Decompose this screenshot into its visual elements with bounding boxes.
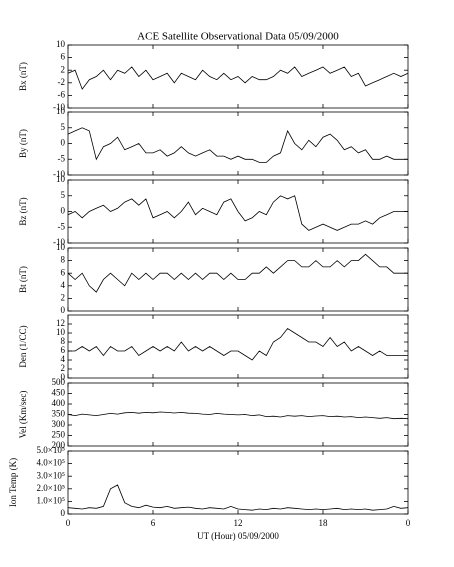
data-line bbox=[67, 66, 409, 90]
y-tick-label: 5 bbox=[61, 122, 66, 132]
y-tick-label: -6 bbox=[58, 89, 66, 99]
y-tick-label: 2 bbox=[61, 292, 66, 302]
y-tick-label: 1.0×10⁵ bbox=[37, 495, 65, 505]
y-tick-label: 250 bbox=[52, 430, 66, 440]
x-tick-label: 0 bbox=[66, 518, 71, 528]
data-line bbox=[67, 253, 408, 293]
y-tick-label: -10 bbox=[53, 237, 65, 247]
y-tick-label: 500 bbox=[52, 377, 66, 387]
data-line bbox=[67, 127, 408, 163]
data-line bbox=[67, 195, 408, 231]
y-tick-label: 8 bbox=[61, 255, 66, 265]
y-axis-label: Den (1/CC) bbox=[18, 325, 28, 367]
y-tick-label: 4.0×10⁵ bbox=[37, 458, 65, 468]
y-axis-label: Vel (Km/sec) bbox=[18, 391, 28, 439]
panel-frame bbox=[67, 314, 409, 379]
y-tick-label: 2.0×10⁵ bbox=[37, 483, 65, 493]
y-axis-label: Bx (nT) bbox=[18, 62, 28, 91]
y-tick-label: 4 bbox=[61, 280, 66, 290]
data-line bbox=[68, 327, 408, 361]
y-tick-label: 0 bbox=[61, 138, 66, 148]
chart-title: ACE Satellite Observational Data 05/09/2… bbox=[137, 31, 339, 43]
y-tick-label: -2 bbox=[58, 77, 66, 87]
y-tick-label: 6 bbox=[61, 345, 66, 355]
y-tick-label: 200 bbox=[52, 440, 66, 450]
y-tick-label: 300 bbox=[52, 419, 66, 429]
y-tick-label: -5 bbox=[58, 153, 66, 163]
y-tick-label: 0 bbox=[61, 305, 66, 315]
y-axis-label: Bz (nT) bbox=[18, 197, 28, 225]
y-axis-label: By (nT) bbox=[18, 129, 28, 158]
x-tick-label: 18 bbox=[319, 518, 329, 528]
x-tick-label: 6 bbox=[151, 518, 156, 528]
y-tick-label: 10 bbox=[56, 39, 66, 49]
y-axis-label: Ion Temp (K) bbox=[8, 458, 18, 507]
y-tick-label: 3.0×10⁵ bbox=[37, 470, 65, 480]
y-tick-label: 350 bbox=[52, 409, 66, 419]
y-tick-label: 0 bbox=[61, 508, 66, 518]
y-tick-label: 10 bbox=[56, 106, 66, 116]
y-tick-label: 2 bbox=[61, 64, 66, 74]
data-line bbox=[67, 411, 409, 420]
y-tick-label: 0 bbox=[61, 372, 66, 382]
y-tick-label: 5 bbox=[61, 190, 66, 200]
panel-frame bbox=[67, 450, 409, 515]
y-tick-label: 10 bbox=[56, 242, 66, 252]
y-tick-label: 0 bbox=[61, 206, 66, 216]
y-tick-label: 6 bbox=[61, 52, 66, 62]
data-line bbox=[67, 484, 409, 511]
x-tick-label: 0 bbox=[406, 518, 411, 528]
y-tick-label: 400 bbox=[52, 398, 66, 408]
y-tick-label: 12 bbox=[56, 318, 65, 328]
panel-frame bbox=[67, 111, 409, 176]
y-tick-label: 8 bbox=[61, 336, 66, 346]
y-tick-label: 10 bbox=[56, 327, 66, 337]
y-tick-label: -10 bbox=[53, 169, 65, 179]
x-axis-label: UT (Hour) 05/09/2000 bbox=[197, 531, 279, 541]
y-tick-label: 4 bbox=[61, 354, 66, 364]
y-tick-label: 450 bbox=[52, 388, 66, 398]
y-tick-label: 10 bbox=[56, 174, 66, 184]
x-tick-label: 12 bbox=[234, 518, 243, 528]
y-tick-label: 6 bbox=[61, 267, 66, 277]
y-tick-label: -10 bbox=[53, 102, 65, 112]
y-tick-label: -5 bbox=[58, 221, 66, 231]
y-axis-label: Bt (nT) bbox=[18, 266, 28, 293]
y-tick-label: 2 bbox=[61, 363, 66, 373]
y-tick-label: 5.0×10⁵ bbox=[37, 445, 65, 455]
